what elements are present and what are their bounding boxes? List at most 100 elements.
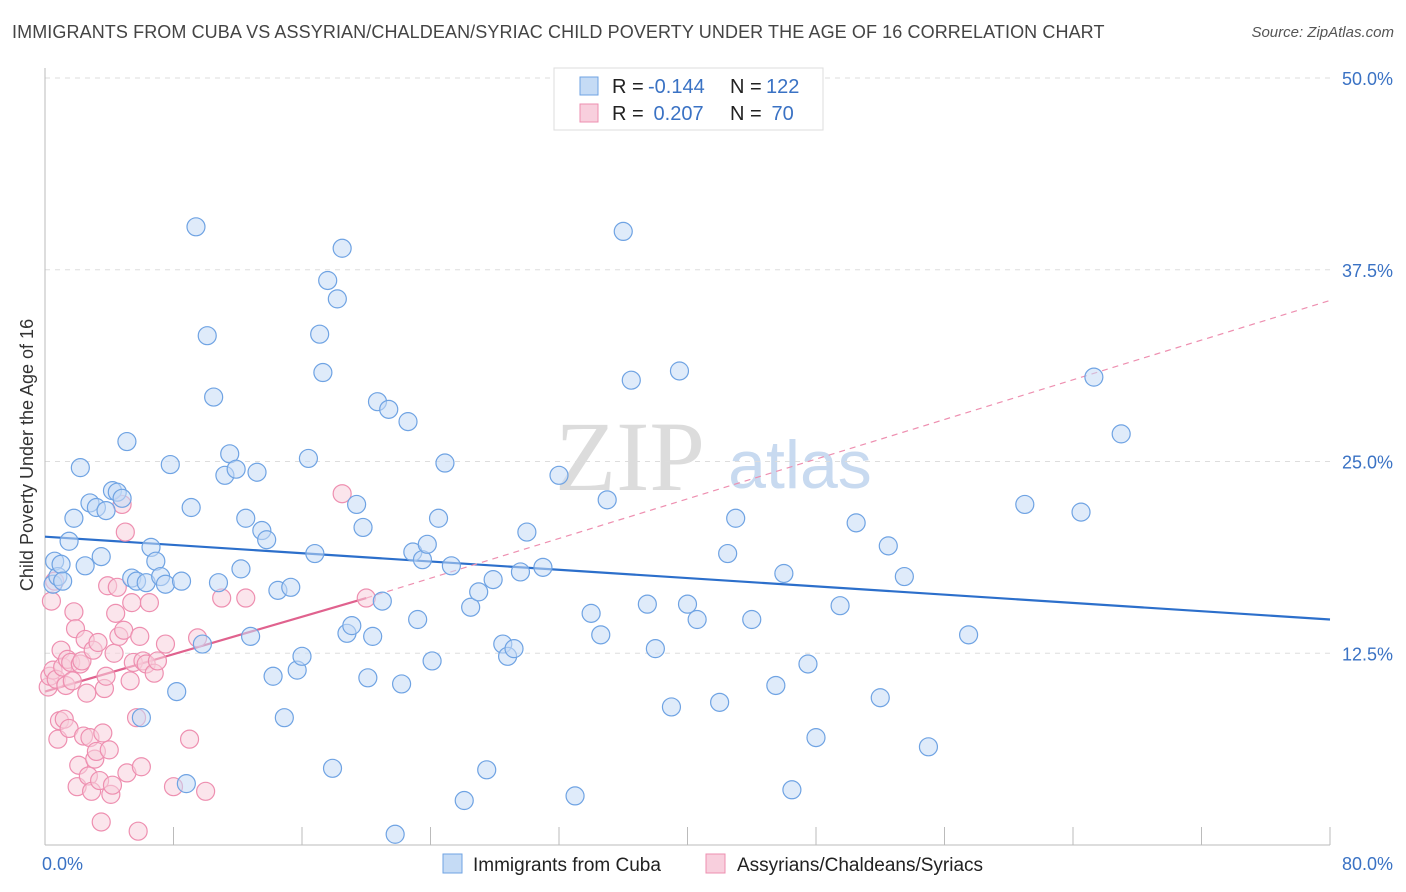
point-assyrians-47 [115,522,135,542]
point-cuba-40 [241,626,261,646]
legend-r-label-1: R = [612,76,644,98]
point-cuba-75 [428,508,449,528]
point-cuba-29 [181,497,201,518]
point-cuba-6 [64,508,84,528]
point-assyrians-16 [64,602,84,622]
point-cuba-118 [1015,494,1035,515]
point-cuba-117 [958,625,979,645]
point-cuba-105 [742,609,762,630]
x-tick-labels: 0.0% 80.0% [42,854,1393,874]
point-cuba-19 [131,708,151,728]
point-cuba-81 [477,760,497,780]
legend-r-value-1: -0.144 [648,76,705,98]
point-cuba-59 [342,616,362,636]
legend-n-label-1: N = [730,76,762,98]
y-tick-label-3: 50.0% [1342,69,1393,89]
point-cuba-38 [231,559,251,579]
point-cuba-79 [461,597,481,617]
point-cuba-88 [533,557,553,577]
point-cuba-86 [510,562,531,582]
point-assyrians-61 [155,634,176,654]
trend-line-cuba [44,535,1331,621]
point-cuba-66 [379,399,399,419]
point-cuba-92 [591,625,611,645]
point-cuba-85 [504,639,524,659]
point-cuba-90 [565,786,585,806]
point-cuba-41 [247,462,267,482]
point-cuba-71 [408,609,428,630]
bottom-legend-swatch-pink [705,853,726,874]
source-label: Source: ZipAtlas.com [1251,24,1394,41]
point-cuba-69 [398,412,418,432]
series-cuba-points [43,217,1131,844]
point-cuba-112 [846,513,866,533]
point-cuba-30 [186,217,206,237]
point-cuba-80 [469,582,489,602]
point-cuba-91 [581,603,601,623]
point-cuba-110 [806,728,826,748]
point-cuba-15 [112,488,132,508]
point-cuba-32 [197,326,217,346]
point-cuba-46 [274,708,294,728]
series-assyrians-points [38,484,376,841]
point-cuba-111 [830,596,850,616]
x-tick-label-0: 0.0% [42,854,83,874]
point-cuba-78 [454,790,474,811]
point-assyrians-63 [179,729,200,749]
point-cuba-114 [878,536,898,556]
y-axis-label: Child Poverty Under the Age of 16 [17,319,37,591]
point-assyrians-46 [114,620,134,640]
chart-title: IMMIGRANTS FROM CUBA VS ASSYRIAN/CHALDEA… [12,22,1105,42]
point-cuba-101 [687,609,707,630]
point-cuba-34 [208,573,229,593]
point-cuba-61 [353,517,373,538]
y-tick-label-1: 25.0% [1342,453,1393,473]
point-cuba-120 [1084,367,1104,387]
point-cuba-106 [766,675,786,696]
point-cuba-11 [91,547,111,567]
point-assyrians-15 [62,671,82,691]
bottom-legend: Immigrants from Cuba Assyrians/Chaldeans… [442,853,983,876]
x-tick-label-1: 80.0% [1342,854,1393,874]
point-cuba-4 [53,571,73,591]
point-assyrians-58 [139,593,160,613]
point-cuba-77 [441,556,461,576]
point-cuba-108 [782,780,802,800]
point-cuba-52 [310,324,330,344]
point-cuba-73 [417,534,437,554]
axes [44,68,1331,846]
point-assyrians-69 [356,588,376,608]
watermark: ZIP atlas [555,401,872,512]
watermark-zip: ZIP [555,401,705,512]
point-cuba-47 [281,577,301,597]
point-cuba-50 [298,448,319,469]
point-assyrians-42 [106,603,126,623]
watermark-atlas: atlas [728,427,872,503]
point-cuba-51 [305,543,325,564]
point-cuba-12 [96,500,116,521]
point-cuba-27 [171,571,192,591]
legend-r-value-2: 0.207 [648,103,704,125]
point-cuba-49 [292,646,312,666]
top-legend: R = -0.144 N = 122 R = 0.207 N = 70 [553,67,824,131]
point-cuba-98 [661,697,682,717]
legend-swatch-blue [579,76,599,96]
trend-line-assyrians-extended [366,299,1331,599]
bottom-legend-swatch-blue [442,853,463,874]
bottom-legend-label-assyrians: Assyrians/Chaldeans/Syriacs [737,855,983,876]
legend-n-value-1: 122 [766,76,799,98]
point-assyrians-36 [96,666,116,686]
bottom-legend-label-cuba: Immigrants from Cuba [473,855,661,876]
point-cuba-94 [613,221,633,241]
point-cuba-103 [718,543,738,564]
point-assyrians-67 [236,588,256,608]
point-cuba-44 [263,666,283,686]
point-cuba-39 [236,508,256,528]
point-cuba-65 [372,591,392,611]
point-cuba-31 [192,634,213,654]
point-cuba-8 [75,556,95,576]
point-assyrians-31 [88,632,108,653]
point-cuba-28 [176,774,196,794]
point-cuba-67 [385,824,405,844]
